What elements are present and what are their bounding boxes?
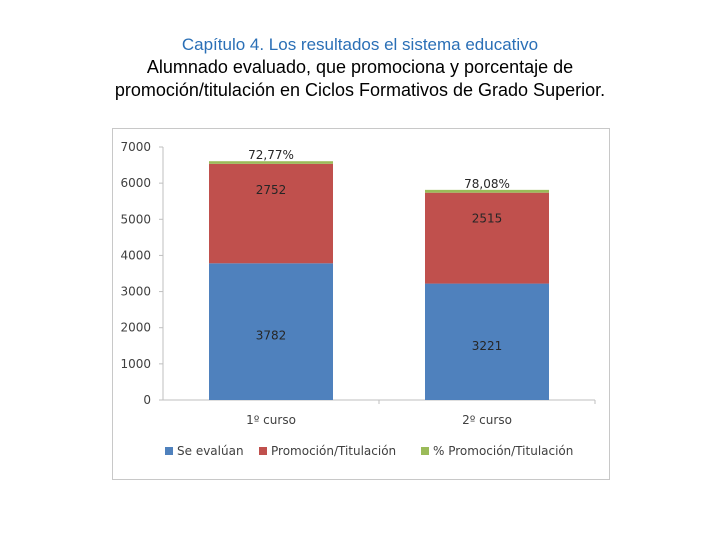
y-tick-label: 5000: [120, 212, 151, 226]
data-label: 72,77%: [248, 148, 294, 162]
data-label: 3221: [472, 339, 503, 353]
stacked-bar-chart: 0 1000 2000 3000 4000 5000 6000 7000 3782 2752 72,…: [120, 140, 596, 458]
legend-swatch: [421, 447, 429, 455]
bar-segment: [425, 283, 549, 400]
y-tick-label: 0: [143, 393, 151, 407]
page-header: Capítulo 4. Los resultados el sistema ed…: [0, 34, 720, 102]
data-label: 2515: [472, 212, 503, 226]
legend-swatch: [259, 447, 267, 455]
data-label: 78,08%: [464, 177, 510, 191]
bar-segment: [209, 163, 333, 264]
bar-segment: [425, 189, 549, 193]
y-tick-label: 1000: [120, 357, 151, 371]
x-tick-label: 2º curso: [462, 413, 512, 427]
y-tick-label: 6000: [120, 176, 151, 190]
x-tick-label: 1º curso: [246, 413, 296, 427]
chart-title-line-1: Alumnado evaluado, que promociona y porc…: [146, 57, 574, 77]
legend-label: % Promoción/Titulación: [433, 444, 573, 458]
bar-segment: [425, 192, 549, 284]
chart-container: 0 1000 2000 3000 4000 5000 6000 7000 3782 2752 72,…: [112, 128, 610, 480]
y-tick-label: 7000: [120, 140, 151, 154]
y-tick-label: 2000: [120, 321, 151, 335]
y-tick-label: 3000: [120, 285, 151, 299]
bar-segment: [209, 263, 333, 400]
y-tick-label: 4000: [120, 248, 151, 262]
legend-swatch: [165, 447, 173, 455]
chart-title-line-2: promoción/titulación en Ciclos Formativo…: [114, 80, 606, 100]
legend-label: Promoción/Titulación: [271, 444, 396, 458]
data-label: 3782: [256, 329, 287, 343]
chapter-title: Capítulo 4. Los resultados el sistema ed…: [181, 35, 539, 54]
data-label: 2752: [256, 183, 287, 197]
bar-segment: [209, 161, 333, 164]
legend-label: Se evalúan: [177, 444, 244, 458]
